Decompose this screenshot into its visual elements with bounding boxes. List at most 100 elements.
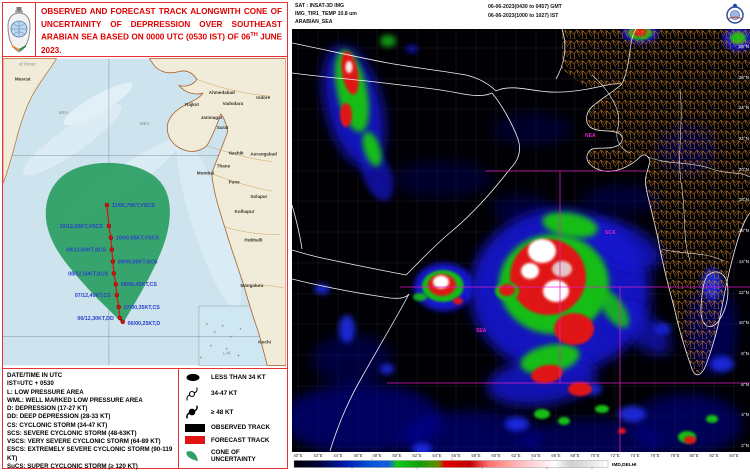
latitude-labels: 28°N 26°N 24°N 22°N 20°N 18°N 16°N 14°N 12°N 10°N… <box>739 44 749 448</box>
legend-line: SCS: SEVERE CYCLONIC STORM (48-63KT) <box>7 429 137 437</box>
track-point <box>113 282 119 287</box>
sea-labels: of Oman WEA WEA LAK <box>19 62 232 356</box>
longitude-label: 78°E <box>670 453 679 458</box>
legend-label: 34-47 KT <box>211 390 238 398</box>
oman-landmass <box>3 58 58 184</box>
legend-line: VSCS: VERY SEVERE CYCLONIC STORM (64-89 … <box>7 438 161 445</box>
longitude-label: 62°E <box>511 453 520 458</box>
legend-line: WML: WELL MARKED LOW PRESSURE AREA <box>7 396 143 404</box>
legend-label: LESS THAN 34 KT <box>211 374 266 381</box>
imd-emblem-icon <box>7 6 31 53</box>
longitude-label: 54°E <box>432 453 441 458</box>
observed-track-swatch <box>185 423 205 432</box>
legend-line: L: LOW PRESSURE AREA <box>7 388 84 396</box>
longitude-label: 80°E <box>689 453 698 458</box>
imd-logo <box>3 3 36 56</box>
city-label: Solapur <box>250 194 267 199</box>
legend-row-34-47: 34-47 KT <box>185 387 281 401</box>
track-point-label: 08/00,45KT,CS <box>121 282 158 288</box>
sea-label: WEA <box>58 110 68 115</box>
ellipse-icon <box>185 373 205 382</box>
track-point <box>108 235 114 240</box>
latitude-label: 20°N <box>739 167 749 172</box>
longitude-label: 44°E <box>333 453 342 458</box>
legend-label: ≥ 48 KT <box>211 408 234 416</box>
satellite-times: 06-06-2023(0430 to 0457) GMT 06-06-2023(… <box>488 3 562 22</box>
latitude-label: 12°N <box>739 290 749 295</box>
forecast-track-swatch <box>185 436 205 445</box>
latitude-label: 10°N <box>739 320 749 325</box>
latitude-label: 8°N <box>741 351 749 356</box>
track-point-label: 09/00,55KT,SCS <box>118 259 158 265</box>
sea-region-label: NEA <box>585 133 596 139</box>
sea-region-labels: NEA SCA SEA <box>476 133 616 334</box>
track-panel: OBSERVED AND FORECAST TRACK ALONGWITH CO… <box>0 0 290 472</box>
track-point-label: 10/12,65KT,VSCS <box>60 224 104 230</box>
legend-row-lt34: LESS THAN 34 KT <box>185 373 281 382</box>
sat-name: SAT : INSAT-3D IMG <box>295 3 345 9</box>
city-label: Rajkot <box>185 102 199 107</box>
legend-line: D: DEPRESSION (17-27 KT) <box>7 405 88 412</box>
cyclone-filled-icon <box>185 405 205 419</box>
track-point-label: 06/00,25KT,D <box>128 321 161 327</box>
satellite-meta: SAT : INSAT-3D IMG IMG_TIR1_TEMP 10.8 um… <box>295 2 357 26</box>
title-date: JUNE 2023. <box>41 33 282 55</box>
city-label: Surat <box>217 125 229 130</box>
longitude-label: 40°E <box>293 453 302 458</box>
longitude-label: 68°E <box>570 453 579 458</box>
southeast-specks <box>534 405 718 444</box>
cone-of-uncertainty <box>45 162 170 324</box>
legend-row-cone: CONE OF UNCERTAINTY <box>185 449 281 463</box>
track-map-svg: 06/00,25KT,D 06/12,30KT,DD 07/00,35KT,CS 07… <box>3 58 287 366</box>
sea-label: WEA <box>140 121 150 126</box>
longitude-label: 64°E <box>531 453 540 458</box>
legend: DATE/TIME IN UTC IST=UTC + 0530 L: LOW PRE… <box>2 368 288 470</box>
city-label: Hubballi <box>244 238 262 243</box>
satellite-bottom-strip: 40°E 42°E 44°E 46°E 48°E 50°E 52°E 54°E 56°E 58°E… <box>292 452 750 472</box>
track-point <box>106 223 112 229</box>
latitude-label: 14°N <box>739 259 749 264</box>
latitude-label: 26°N <box>739 75 749 80</box>
track-point-label: 10/00,65KT,VSCS <box>116 236 160 242</box>
forecast-track-line <box>106 205 121 318</box>
track-dots <box>104 202 125 325</box>
sea-region-label: SEA <box>476 328 487 334</box>
longitude-label: 50°E <box>392 453 401 458</box>
legend-line: IST=UTC + 0530 <box>7 380 54 388</box>
latitude-label: 24°N <box>739 105 749 110</box>
city-label: Pune <box>229 179 241 184</box>
longitude-label: 76°E <box>650 453 659 458</box>
imd-round-logo-icon <box>725 1 745 27</box>
legend-line: SuCS: SUPER CYCLONIC STORM (≥ 120 KT) <box>7 462 138 470</box>
sea-region-label: SCA <box>605 230 616 236</box>
legend-row-forecast: FORECAST TRACK <box>185 436 281 445</box>
credit-label: IMD,DELHI <box>612 462 637 468</box>
track-point <box>116 304 121 310</box>
city-label: Aurangabad <box>250 152 277 157</box>
city-label: Mangaluru <box>240 283 263 288</box>
longitude-label: 46°E <box>353 453 362 458</box>
city-label: Muscat <box>15 76 31 81</box>
state-borders <box>591 74 750 262</box>
title-text: OBSERVED AND FORECAST TRACK ALONGWITH CO… <box>41 7 282 43</box>
track-point-label: 11/00,70KT,VSCS <box>112 203 155 209</box>
title-header: OBSERVED AND FORECAST TRACK ALONGWITH CO… <box>2 2 288 57</box>
city-label: Kolhapur <box>235 209 255 214</box>
legend-label: OBSERVED TRACK <box>211 424 271 432</box>
longitude-label: 70°E <box>590 453 599 458</box>
track-point-label: 06/12,30KT,DD <box>77 316 114 322</box>
latitude-label: 4°N <box>741 412 749 417</box>
track-point-label: 09/12,60KT,SCS <box>66 248 106 254</box>
page-title: OBSERVED AND FORECAST TRACK ALONGWITH CO… <box>36 3 287 56</box>
track-point-label: 07/12,40KT,CS <box>75 293 112 299</box>
sat-channel: IMG_TIR1_TEMP 10.8 um <box>295 11 357 18</box>
nw-cloud-band <box>322 35 418 201</box>
track-point <box>120 319 125 325</box>
latitude-label: 2°N <box>741 443 749 448</box>
island-dots <box>200 323 242 359</box>
cone-swatch-icon <box>185 450 205 462</box>
longitude-label: 56°E <box>451 453 460 458</box>
longitude-label: 66°E <box>551 453 560 458</box>
longitude-label: 58°E <box>471 453 480 458</box>
